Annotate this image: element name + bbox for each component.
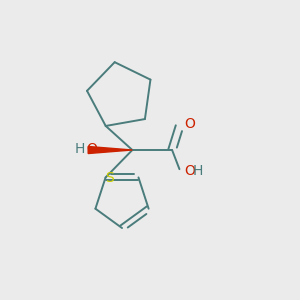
- Text: O: O: [184, 117, 195, 131]
- Text: H: H: [75, 142, 85, 156]
- Text: O: O: [86, 142, 97, 156]
- Text: S: S: [105, 171, 113, 185]
- Polygon shape: [88, 146, 132, 154]
- Text: O: O: [184, 164, 195, 178]
- Text: H: H: [193, 164, 203, 178]
